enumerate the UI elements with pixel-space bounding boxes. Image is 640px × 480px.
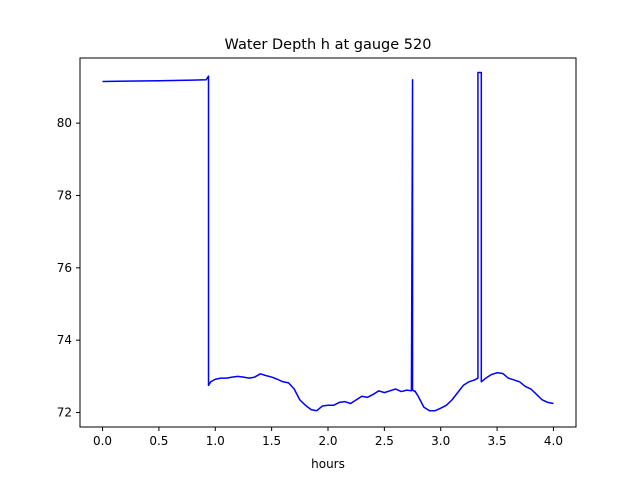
x-tick-label: 1.5 [262, 434, 281, 448]
y-tick-label: 78 [57, 188, 72, 202]
y-tick-label: 74 [57, 333, 72, 347]
y-tick-label: 80 [57, 116, 72, 130]
x-tick-label: 2.0 [318, 434, 337, 448]
y-tick-label: 72 [57, 406, 72, 420]
y-tick-label: 76 [57, 261, 72, 275]
chart-title: Water Depth h at gauge 520 [225, 37, 432, 53]
x-tick-label: 4.0 [544, 434, 563, 448]
series-line-0 [102, 71, 554, 412]
x-axis-label: hours [311, 457, 345, 471]
x-tick-label: 3.5 [488, 434, 507, 448]
x-axis: 0.0 0.5 1.0 1.5 2.0 2.5 3.0 3.5 4.0 [93, 427, 563, 448]
x-tick-label: 3.0 [431, 434, 450, 448]
y-axis: 72 74 76 78 80 [57, 116, 80, 420]
x-tick-label: 2.5 [375, 434, 394, 448]
x-tick-label: 0.0 [93, 434, 112, 448]
plot-area [79, 57, 577, 428]
x-tick-label: 1.0 [206, 434, 225, 448]
plot-frame [79, 57, 577, 428]
x-tick-label: 0.5 [149, 434, 168, 448]
